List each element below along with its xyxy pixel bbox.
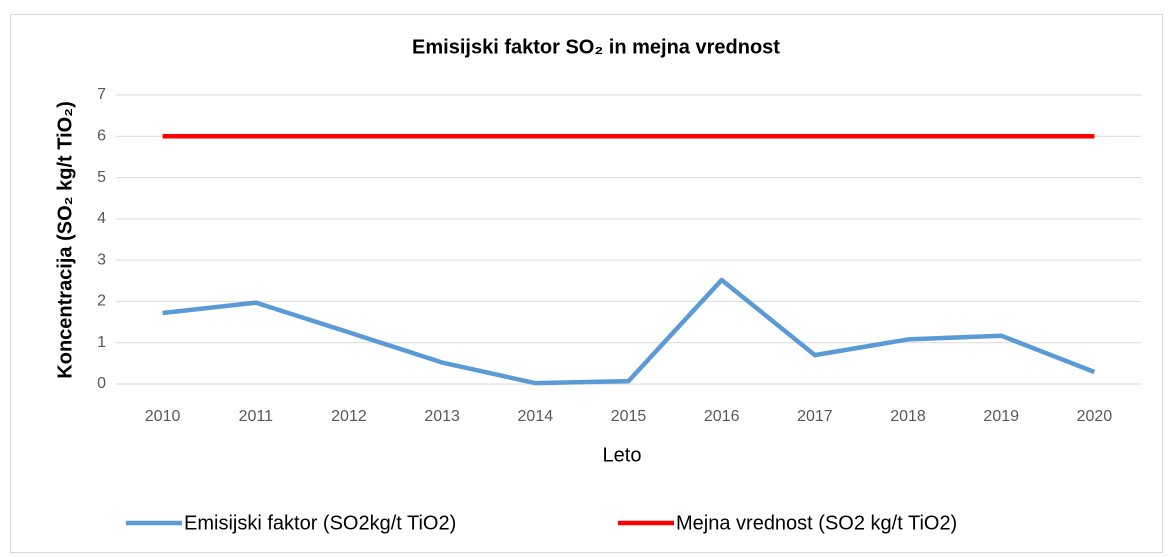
chart-border	[10, 14, 1163, 553]
y-tick-label: 1	[97, 334, 106, 351]
data-line	[162, 277, 1096, 386]
x-tick-label: 2017	[797, 408, 833, 425]
y-tick-label: 7	[97, 86, 106, 103]
y-tick-label: 0	[97, 375, 106, 392]
x-tick-label: 2013	[424, 408, 460, 425]
x-tick-label: 2019	[983, 408, 1019, 425]
x-tick-label: 2014	[518, 408, 554, 425]
y-tick-label: 6	[97, 128, 106, 145]
x-tick-label: 2018	[890, 408, 926, 425]
x-tick-label: 2015	[611, 408, 647, 425]
x-tick-label: 2012	[331, 408, 367, 425]
y-tick-label: 3	[97, 251, 106, 268]
y-tick-label: 5	[97, 169, 106, 186]
x-tick-label: 2016	[704, 408, 740, 425]
y-axis-label: Koncentracija (SO₂ kg/t TiO₂)	[54, 101, 76, 378]
y-tick-label: 2	[97, 293, 106, 310]
x-axis-label: Leto	[603, 444, 642, 466]
y-tick-label: 4	[97, 210, 106, 227]
x-tick-label: 2010	[145, 408, 181, 425]
x-tick-label: 2011	[239, 408, 274, 425]
legend-label: Emisijski faktor (SO2kg/t TiO2)	[184, 512, 456, 534]
x-tick-label: 2020	[1077, 408, 1113, 425]
chart-title: Emisijski faktor SO₂ in mejna vrednost	[412, 36, 780, 58]
legend-label: Mejna vrednost (SO2 kg/t TiO2)	[676, 512, 957, 534]
